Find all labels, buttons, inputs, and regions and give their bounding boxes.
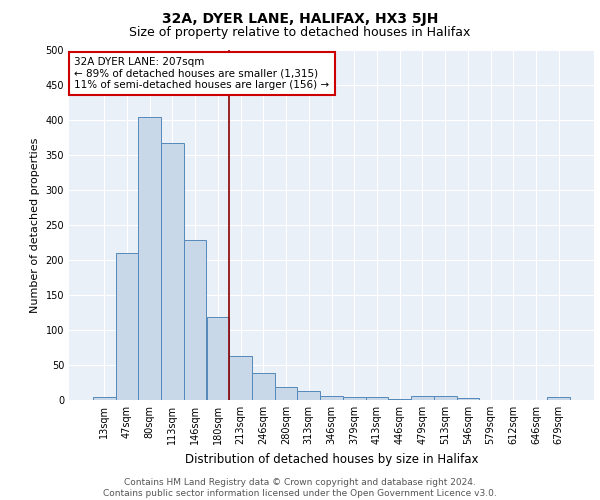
Text: 32A DYER LANE: 207sqm
← 89% of detached houses are smaller (1,315)
11% of semi-d: 32A DYER LANE: 207sqm ← 89% of detached … xyxy=(74,57,329,90)
Bar xyxy=(93,396,116,400)
Bar xyxy=(434,396,457,400)
Bar xyxy=(298,391,320,400)
Bar xyxy=(139,116,161,400)
Bar xyxy=(116,253,139,400)
Text: Size of property relative to detached houses in Halifax: Size of property relative to detached ho… xyxy=(130,26,470,39)
Bar xyxy=(365,396,388,400)
Bar xyxy=(252,374,275,400)
Bar xyxy=(547,397,570,400)
Bar xyxy=(206,318,229,400)
Bar xyxy=(161,143,184,400)
Bar xyxy=(184,240,206,400)
Bar xyxy=(275,388,298,400)
Y-axis label: Number of detached properties: Number of detached properties xyxy=(30,138,40,312)
Bar xyxy=(411,396,434,400)
X-axis label: Distribution of detached houses by size in Halifax: Distribution of detached houses by size … xyxy=(185,452,478,466)
Bar xyxy=(229,356,252,400)
Bar xyxy=(320,396,343,400)
Bar xyxy=(343,396,365,400)
Text: Contains HM Land Registry data © Crown copyright and database right 2024.
Contai: Contains HM Land Registry data © Crown c… xyxy=(103,478,497,498)
Text: 32A, DYER LANE, HALIFAX, HX3 5JH: 32A, DYER LANE, HALIFAX, HX3 5JH xyxy=(162,12,438,26)
Bar xyxy=(457,398,479,400)
